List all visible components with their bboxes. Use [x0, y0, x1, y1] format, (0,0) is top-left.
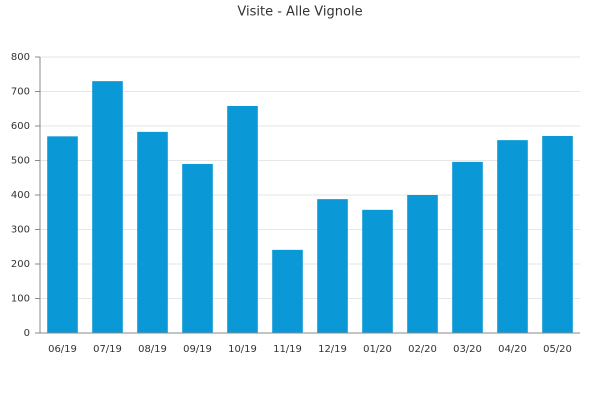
y-tick-label: 400 [11, 190, 30, 201]
x-tick-label: 08/19 [138, 344, 167, 355]
bar [317, 199, 348, 333]
x-tick-label: 04/20 [498, 344, 527, 355]
x-tick-label: 10/19 [228, 344, 257, 355]
y-tick-label: 0 [24, 328, 30, 339]
chart-title: Visite - Alle Vignole [237, 5, 362, 20]
x-tick-label: 03/20 [453, 344, 482, 355]
bar [542, 136, 573, 333]
bar [92, 81, 123, 334]
bar [452, 161, 483, 333]
x-tick-label: 12/19 [318, 344, 347, 355]
x-tick-label: 01/20 [363, 344, 392, 355]
bar [272, 249, 303, 333]
bar [497, 140, 528, 333]
y-tick-label: 800 [11, 52, 30, 63]
bar [47, 136, 78, 333]
bar [182, 163, 213, 333]
bar [137, 131, 168, 333]
x-tick-label: 07/19 [93, 344, 122, 355]
x-tick-label: 05/20 [543, 344, 572, 355]
y-tick-label: 600 [11, 121, 30, 132]
x-tick-label: 09/19 [183, 344, 212, 355]
y-tick-label: 700 [11, 87, 30, 98]
y-tick-label: 100 [11, 294, 30, 305]
bar [362, 209, 393, 333]
y-tick-label: 200 [11, 259, 30, 270]
x-tick-label: 11/19 [273, 344, 302, 355]
bar [227, 105, 258, 334]
x-tick-label: 06/19 [48, 344, 77, 355]
y-tick-label: 300 [11, 225, 30, 236]
x-tick-label: 02/20 [408, 344, 437, 355]
bar [407, 195, 438, 333]
y-tick-label: 500 [11, 156, 30, 167]
